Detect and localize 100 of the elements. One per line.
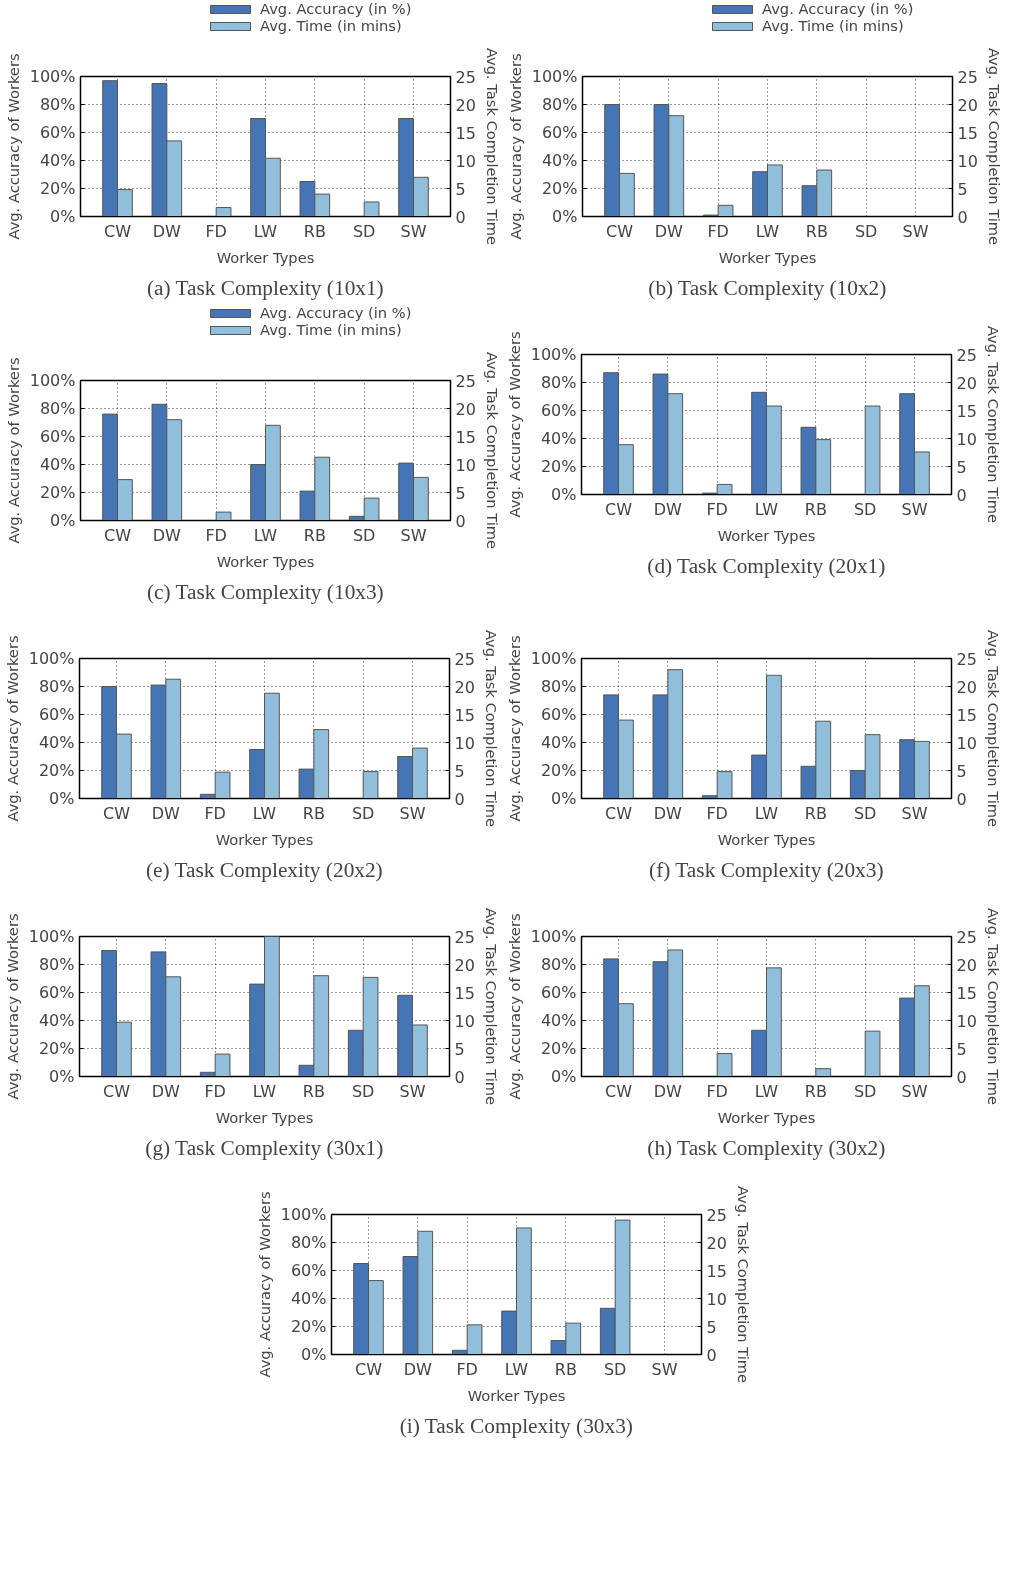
y2-tick-label: 15: [706, 1261, 727, 1281]
x-tick-label: LW: [252, 1081, 277, 1101]
x-tick-label: RB: [804, 1081, 827, 1101]
x-tick-label: FD: [706, 499, 728, 519]
x-tick-label: SD: [853, 1081, 877, 1101]
x-tick-label: LW: [253, 221, 278, 241]
y-tick-label: 60%: [541, 123, 578, 142]
y2-tick-label: 0: [956, 485, 967, 505]
y-tick-label: 80%: [290, 1233, 327, 1252]
y2-tick-label: 15: [956, 983, 977, 1003]
y-axis-title: Avg. Accuracy of Workers: [505, 913, 523, 1100]
y2-axis-title: Avg. Task Completion Time: [984, 325, 1002, 524]
y2-tick-label: 0: [454, 789, 465, 809]
y-tick-label: 80%: [38, 677, 75, 696]
x-tick-label: RB: [805, 221, 828, 241]
x-tick-label: FD: [456, 1359, 478, 1379]
y-tick-label: 20%: [540, 761, 577, 780]
y2-tick-label: 15: [454, 705, 475, 725]
y2-tick-label: 25: [956, 345, 977, 365]
x-tick-label: LW: [755, 221, 780, 241]
x-tick-label: RB: [804, 803, 827, 823]
y2-tick-label: 15: [956, 401, 977, 421]
x-tick-label: CW: [104, 221, 132, 241]
y2-axis-title: Avg. Task Completion Time: [483, 351, 501, 550]
x-tick-label: SW: [399, 803, 426, 823]
y-tick-label: 0%: [551, 1067, 577, 1086]
y-tick-label: 60%: [540, 983, 577, 1002]
y2-tick-label: 5: [454, 1039, 465, 1059]
x-axis-title: Worker Types: [718, 248, 817, 266]
y2-tick-label: 20: [706, 1233, 727, 1253]
y-tick-label: 100%: [29, 67, 76, 86]
y-axis-title: Avg. Accuracy of Workers: [3, 913, 21, 1100]
y-tick-label: 0%: [301, 1345, 327, 1364]
y-tick-label: 20%: [39, 483, 76, 502]
y-tick-label: 100%: [530, 345, 577, 364]
y-tick-label: 60%: [38, 983, 75, 1002]
y2-tick-label: 10: [706, 1289, 727, 1309]
y-tick-label: 0%: [551, 789, 577, 808]
y2-tick-label: 5: [956, 457, 967, 477]
x-tick-label: RB: [804, 499, 827, 519]
y2-tick-label: 0: [455, 511, 466, 531]
y-tick-label: 100%: [29, 371, 76, 390]
x-axis-title: Worker Types: [216, 248, 315, 266]
y-axis-title: Avg. Accuracy of Workers: [4, 53, 22, 240]
y-tick-label: 20%: [38, 761, 75, 780]
y-tick-label: 80%: [540, 955, 577, 974]
x-tick-label: SW: [901, 1081, 928, 1101]
text: (g) Task Complexity (30x1): [145, 1135, 384, 1160]
y2-tick-label: 0: [706, 1345, 717, 1365]
y2-tick-label: 5: [956, 761, 967, 781]
x-tick-label: CW: [104, 525, 132, 545]
y-tick-label: 0%: [551, 485, 577, 504]
legend-label: Avg. Time (in mins): [762, 17, 904, 34]
x-axis-title: Worker Types: [717, 1108, 816, 1126]
y2-tick-label: 20: [454, 677, 475, 697]
x-tick-label: DW: [653, 499, 683, 519]
x-tick-label: FD: [205, 525, 227, 545]
text: (e) Task Complexity (20x2): [145, 857, 383, 882]
y-tick-label: 40%: [541, 151, 578, 170]
x-tick-label: SW: [400, 221, 427, 241]
x-tick-label: RB: [302, 803, 325, 823]
x-tick-label: CW: [103, 1081, 131, 1101]
y2-tick-label: 5: [706, 1317, 717, 1337]
y2-tick-label: 20: [455, 95, 476, 115]
x-tick-label: SW: [901, 499, 928, 519]
x-axis-title: Worker Types: [467, 1386, 566, 1404]
x-tick-label: SD: [853, 499, 877, 519]
y2-axis-title: Avg. Task Completion Time: [985, 47, 1003, 246]
y2-tick-label: 25: [956, 927, 977, 947]
x-axis-title: Worker Types: [216, 552, 315, 570]
x-tick-label: CW: [606, 221, 634, 241]
text: (i) Task Complexity (30x3): [399, 1413, 633, 1438]
y2-tick-label: 20: [957, 95, 978, 115]
y-tick-label: 0%: [50, 207, 76, 226]
y-tick-label: 20%: [540, 1039, 577, 1058]
x-axis-title: Worker Types: [717, 526, 816, 544]
y-tick-label: 100%: [531, 67, 578, 86]
y2-tick-label: 15: [455, 123, 476, 143]
y2-tick-label: 5: [455, 179, 466, 199]
x-tick-label: DW: [653, 1081, 683, 1101]
y2-tick-label: 25: [957, 67, 978, 87]
y-tick-label: 20%: [540, 457, 577, 476]
y-axis-title: Avg. Accuracy of Workers: [4, 357, 22, 544]
y-tick-label: 60%: [39, 427, 76, 446]
x-tick-label: CW: [605, 803, 633, 823]
y-tick-label: 100%: [28, 927, 75, 946]
x-tick-label: LW: [504, 1359, 529, 1379]
x-axis-title: Worker Types: [717, 830, 816, 848]
x-tick-label: DW: [152, 221, 182, 241]
x-axis-title: Worker Types: [215, 830, 314, 848]
y2-axis-title: Avg. Task Completion Time: [734, 1185, 752, 1384]
y2-tick-label: 20: [956, 955, 977, 975]
y-tick-label: 0%: [49, 1067, 75, 1086]
y-tick-label: 40%: [540, 733, 577, 752]
y-axis-title: Avg. Accuracy of Workers: [3, 635, 21, 822]
y2-axis-title: Avg. Task Completion Time: [482, 629, 500, 828]
y2-tick-label: 20: [455, 399, 476, 419]
y-tick-label: 40%: [38, 1011, 75, 1030]
x-tick-label: FD: [706, 1081, 728, 1101]
y-tick-label: 60%: [38, 705, 75, 724]
